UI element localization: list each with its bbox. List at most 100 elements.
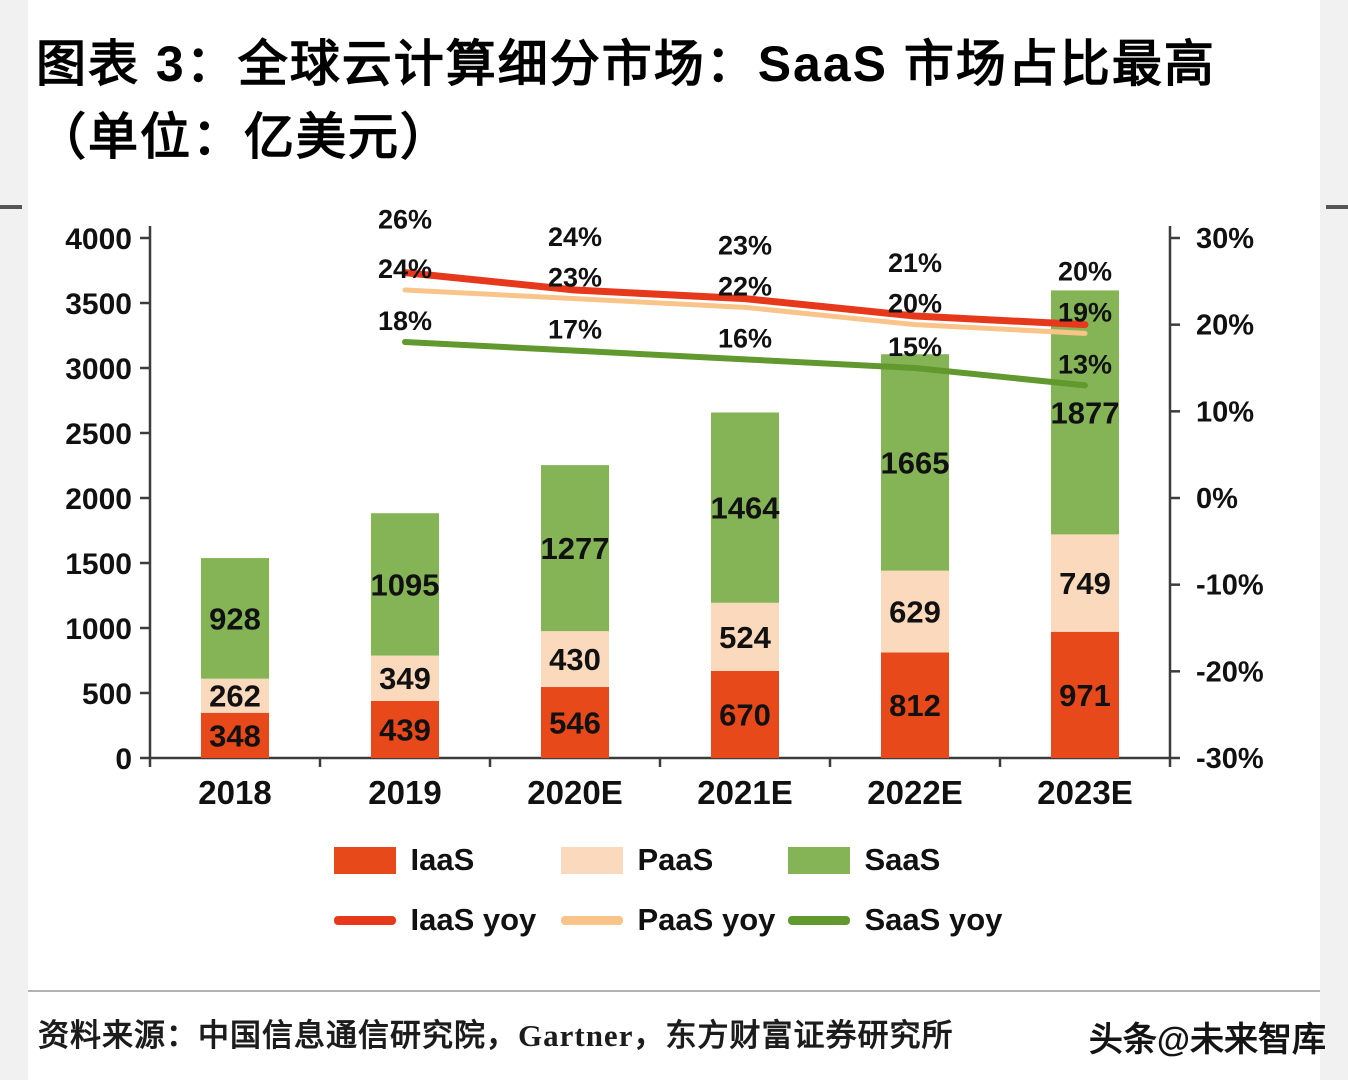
y-axis-left-label: 3500 — [65, 288, 132, 321]
line-iaas-yoy — [401, 269, 1089, 329]
bar-segment-saas-2021E — [711, 412, 779, 603]
line-value-label: 15% — [888, 332, 942, 362]
legend-row-lines: IaaS yoy PaaS yoy SaaS yoy — [0, 902, 1348, 938]
legend-item-saas-yoy: SaaS yoy — [787, 902, 1015, 938]
line-paas-yoy — [402, 287, 1088, 336]
legend-label-iaas: IaaS — [410, 842, 475, 877]
x-axis-label: 2020E — [527, 774, 622, 811]
y-axis-left-label: 2500 — [65, 418, 132, 451]
line-value-label: 19% — [1058, 297, 1112, 327]
bar-value-label: 348 — [209, 718, 261, 753]
y-axis-right-label: 30% — [1196, 223, 1254, 255]
chart-title-line2: （单位：亿美元） — [36, 109, 452, 165]
chart-title-line1: 图表 3：全球云计算细分市场：SaaS 市场占比最高 — [36, 36, 1216, 92]
bar-segment-paas-2023E — [1051, 534, 1119, 632]
y-axis-left-label: 1500 — [65, 548, 132, 581]
legend-item-paas-yoy: PaaS yoy — [560, 902, 788, 938]
line-value-label: 13% — [1058, 349, 1112, 379]
legend-item-paas: PaaS — [560, 842, 788, 878]
line-value-label: 24% — [548, 222, 602, 252]
legend-item-saas: SaaS — [787, 842, 1015, 878]
bar-segment-saas-2018 — [201, 558, 269, 679]
y-axis-right-label: -30% — [1196, 743, 1264, 775]
bar-segment-saas-2019 — [371, 513, 439, 656]
bar-segment-saas-2020E — [541, 465, 609, 632]
x-axis-label: 2018 — [198, 774, 271, 811]
bar-value-label: 749 — [1059, 566, 1111, 601]
line-value-label: 26% — [378, 205, 432, 235]
y-axis-left-label: 2000 — [65, 483, 132, 516]
legend-row-bars: IaaS PaaS SaaS — [0, 842, 1348, 878]
bar-value-label: 1877 — [1051, 395, 1120, 430]
x-axis-label: 2021E — [697, 774, 792, 811]
bar-segment-paas-2019 — [371, 655, 439, 701]
iaas-yoy-swatch — [333, 915, 396, 925]
line-value-label: 23% — [718, 231, 772, 261]
bar-value-label: 812 — [889, 688, 941, 723]
bar-segment-iaas-2022E — [881, 652, 949, 758]
line-value-label: 23% — [548, 263, 602, 293]
chart-header: 图表 3：全球云计算细分市场：SaaS 市场占比最高 （单位：亿美元） — [36, 28, 1306, 174]
y-axis-right-label: -20% — [1196, 656, 1264, 688]
y-axis-left-label: 4000 — [65, 223, 132, 256]
bar-value-label: 524 — [719, 620, 771, 655]
source-row: 资料来源：中国信息通信研究院，Gartner，东方财富证券研究所 — [28, 990, 1320, 1055]
bar-value-label: 1665 — [881, 445, 950, 480]
bar-segment-paas-2018 — [201, 678, 269, 713]
legend-label-saas: SaaS — [864, 842, 941, 877]
source-text: 资料来源：中国信息通信研究院，Gartner，东方财富证券研究所 — [38, 1018, 954, 1053]
bar-value-label: 430 — [549, 642, 601, 677]
line-value-label: 24% — [378, 254, 432, 284]
saas-swatch — [787, 846, 850, 874]
saas-yoy-swatch — [787, 915, 850, 925]
paas-yoy-swatch — [560, 915, 623, 925]
bar-value-label: 971 — [1059, 678, 1111, 713]
paas-swatch — [560, 846, 623, 874]
bar-segment-iaas-2020E — [541, 687, 609, 758]
bar-segment-saas-2022E — [881, 354, 949, 571]
y-axis-right-label: 10% — [1196, 396, 1254, 428]
x-axis-label: 2019 — [368, 774, 441, 811]
y-axis-left-label: 500 — [82, 678, 132, 711]
x-axis-label: 2022E — [867, 774, 962, 811]
iaas-swatch — [333, 846, 396, 874]
line-value-label: 16% — [718, 323, 772, 353]
bar-value-label: 349 — [379, 661, 431, 696]
legend-label-iaas-yoy: IaaS yoy — [410, 902, 537, 937]
line-saas-yoy — [402, 339, 1088, 389]
legend-item-iaas: IaaS — [333, 842, 561, 878]
bar-value-label: 546 — [549, 706, 601, 741]
bar-segment-iaas-2023E — [1051, 631, 1119, 758]
line-value-label: 17% — [548, 315, 602, 345]
bar-segment-paas-2022E — [881, 570, 949, 653]
bar-value-label: 1095 — [371, 567, 440, 602]
line-value-label: 18% — [378, 306, 432, 336]
legend-item-iaas-yoy: IaaS yoy — [333, 902, 561, 938]
legend-label-saas-yoy: SaaS yoy — [864, 902, 1003, 937]
y-axis-left-label: 0 — [115, 743, 132, 776]
y-axis-right-label: 0% — [1196, 483, 1238, 515]
watermark: 头条@未来智库 — [1088, 1021, 1326, 1059]
bar-segment-iaas-2019 — [371, 700, 439, 758]
y-axis-left-label: 1000 — [65, 613, 132, 646]
line-value-label: 22% — [718, 271, 772, 301]
legend-label-paas: PaaS — [637, 842, 714, 877]
legend-label-paas-yoy: PaaS yoy — [637, 902, 776, 937]
bar-segment-iaas-2018 — [201, 712, 269, 758]
bar-segment-iaas-2021E — [711, 670, 779, 758]
line-value-label: 20% — [888, 289, 942, 319]
x-axis-label: 2023E — [1037, 774, 1132, 811]
y-axis-right-label: -10% — [1196, 570, 1264, 602]
bar-value-label: 928 — [209, 601, 261, 636]
line-value-label: 21% — [888, 248, 942, 278]
y-axis-right-label: 20% — [1196, 310, 1254, 342]
bar-value-label: 670 — [719, 697, 771, 732]
bar-value-label: 1277 — [541, 531, 610, 566]
bar-segment-paas-2020E — [541, 631, 609, 688]
bar-value-label: 629 — [889, 595, 941, 630]
chart-legend: IaaS PaaS SaaS IaaS yoy PaaS yoy SaaS yo… — [0, 842, 1348, 962]
y-axis-left-label: 3000 — [65, 353, 132, 386]
bar-value-label: 1464 — [711, 491, 781, 526]
line-value-label: 20% — [1058, 257, 1112, 287]
